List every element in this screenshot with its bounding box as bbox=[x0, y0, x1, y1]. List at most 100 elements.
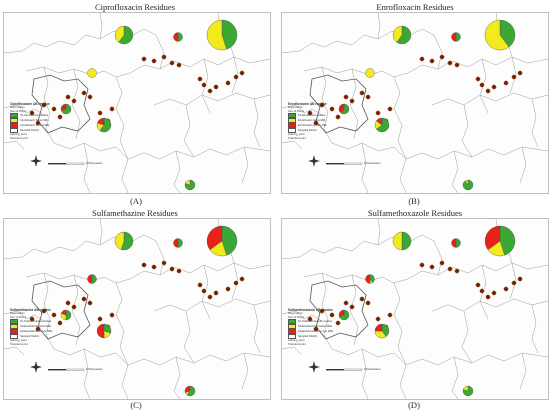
legend-item-label: Sulfamethazine below MRL bbox=[20, 325, 52, 329]
panel-a-title: Ciprofloxacin Residues bbox=[94, 2, 176, 12]
legend-subheading: Total demo pint bbox=[288, 342, 306, 346]
map-legend: Sulfamethazine AB residue Noyel Admin Sum … bbox=[10, 308, 53, 346]
legend-subheading: Total demo pint bbox=[10, 136, 28, 140]
legend-swatch bbox=[288, 334, 296, 340]
legend-swatch bbox=[288, 319, 296, 325]
panel-d-title: Sulfamethoxazole Residues bbox=[367, 208, 463, 218]
scale-bar bbox=[48, 368, 85, 371]
legend-swatch bbox=[10, 324, 18, 330]
scale-bar bbox=[326, 368, 363, 371]
legend-subheading: Total demo pint bbox=[288, 136, 306, 140]
legend-subheading: LatLong_point bbox=[288, 339, 305, 343]
legend-heading: Sulfamethoxazole AB residue bbox=[288, 308, 333, 312]
legend-swatch bbox=[288, 324, 296, 330]
legend-swatch bbox=[10, 319, 18, 325]
legend-item: Enrofloxacin below MRL bbox=[288, 118, 327, 124]
legend-item-label: Sampled District bbox=[20, 129, 39, 133]
scale-label: 6 Kilometers bbox=[86, 367, 103, 371]
legend-item: Sampled District bbox=[10, 334, 53, 340]
panel-d-map: Sulfamethoxazole AB residue Noyel Admin Su… bbox=[281, 218, 549, 400]
north-arrow-icon bbox=[30, 155, 42, 167]
legend-subheading: Sum of Points bbox=[10, 109, 27, 113]
legend-item: Sampled District bbox=[288, 128, 327, 134]
legend-heading: Enrofloxacine AB residue bbox=[288, 102, 327, 106]
legend-item: No Enrofloxacin residue bbox=[288, 113, 327, 119]
legend-swatch bbox=[288, 118, 296, 124]
legend-item: Sampled District bbox=[10, 128, 50, 134]
panel-c-title: Sulfamethazine Residues bbox=[92, 208, 178, 218]
legend-item: No Sulfamethoxazole residue bbox=[288, 319, 333, 325]
scale-bar bbox=[48, 162, 85, 165]
legend-subheading: Sum of Points bbox=[288, 109, 305, 113]
legend-item: Sulfamethazine at over MRL bbox=[10, 329, 53, 335]
legend-subheading: Total demo pint bbox=[10, 342, 28, 346]
panel-b-letter: (B) bbox=[408, 196, 420, 206]
legend-swatch bbox=[288, 113, 296, 119]
legend-item-label: Sampled District bbox=[298, 129, 317, 133]
legend-item-label: No Ciprofloxacin residue bbox=[20, 114, 49, 118]
legend-swatch bbox=[288, 128, 296, 134]
panel-b-title: Enrofloxacin Residues bbox=[376, 2, 454, 12]
legend-item-label: Sulfamethazine at over MRL bbox=[20, 330, 53, 334]
north-arrow-icon bbox=[308, 155, 320, 167]
legend-swatch bbox=[10, 118, 18, 124]
legend-subheading: Noyel Admin bbox=[10, 312, 25, 316]
map-svg bbox=[4, 13, 270, 193]
legend-item-label: No Sulfamethoxazole residue bbox=[298, 320, 332, 324]
legend-item: No Sulfamethazine residue bbox=[10, 319, 53, 325]
legend-swatch bbox=[10, 334, 18, 340]
legend-item-label: Enrofloxacin at over MRL bbox=[298, 124, 328, 128]
legend-item: Sulfamethoxazole below MRL bbox=[288, 324, 333, 330]
map-legend: Enrofloxacine AB residue Noyel Admin Sum o… bbox=[288, 102, 328, 140]
legend-item-label: Sulfamethoxazole at over MRL bbox=[298, 330, 334, 334]
legend-heading: Sulfamethazine AB residue bbox=[10, 308, 51, 312]
legend-subheading: LatLong_point bbox=[10, 133, 27, 137]
legend-item-label: Sampled District bbox=[20, 335, 39, 339]
legend-swatch bbox=[10, 329, 18, 335]
panel-a-map: Ciprofloxacine AB residue Noyel Admin Sum … bbox=[3, 12, 271, 194]
map-legend: Ciprofloxacine AB residue Noyel Admin Sum … bbox=[10, 102, 50, 140]
legend-item: No Ciprofloxacin residue bbox=[10, 113, 50, 119]
legend-item: Sulfamethazine below MRL bbox=[10, 324, 53, 330]
legend-subheading: LatLong_point bbox=[10, 339, 27, 343]
legend-subheading: Noyel Admin bbox=[288, 312, 303, 316]
legend-swatch bbox=[10, 113, 18, 119]
legend-item-label: No Sulfamethazine residue bbox=[20, 320, 52, 324]
legend-swatch bbox=[10, 123, 18, 129]
legend-swatch bbox=[288, 329, 296, 335]
scale-bar bbox=[326, 162, 363, 165]
map-svg bbox=[282, 219, 548, 399]
panel-a-letter: (A) bbox=[130, 196, 142, 206]
legend-subheading: LatLong_point bbox=[288, 133, 305, 137]
legend-item: Ciprofloxacin below MRL bbox=[10, 118, 50, 124]
panel-d-letter: (D) bbox=[408, 400, 420, 410]
legend-item: Enrofloxacin at over MRL bbox=[288, 123, 328, 129]
panel-b-map: Enrofloxacine AB residue Noyel Admin Sum o… bbox=[281, 12, 549, 194]
legend-subheading: Noyel Admin bbox=[288, 106, 303, 110]
legend-subheading: Noyel Admin bbox=[10, 106, 25, 110]
map-legend: Sulfamethoxazole AB residue Noyel Admin Su… bbox=[288, 308, 334, 346]
panel-c-map: Sulfamethazine AB residue Noyel Admin Sum … bbox=[3, 218, 271, 400]
legend-item: Sulfamethoxazole at over MRL bbox=[288, 329, 334, 335]
sampled-district-outline bbox=[309, 74, 369, 134]
scale-label: 6 Kilometers bbox=[364, 161, 381, 165]
legend-item-label: Sampled District bbox=[298, 335, 317, 339]
legend-item-label: No Enrofloxacin residue bbox=[298, 114, 326, 118]
scale-label: 6 Kilometers bbox=[86, 161, 103, 165]
legend-swatch bbox=[288, 123, 296, 129]
legend-subheading: Sum of Points bbox=[288, 315, 305, 319]
legend-item: Sampled District bbox=[288, 334, 333, 340]
legend-item-label: Enrofloxacin below MRL bbox=[298, 119, 326, 123]
legend-item-label: Ciprofloxacin at over MRL bbox=[20, 124, 50, 128]
legend-item-label: Sulfamethoxazole below MRL bbox=[298, 325, 333, 329]
north-arrow-icon bbox=[308, 361, 320, 373]
map-svg bbox=[282, 13, 548, 193]
legend-heading: Ciprofloxacine AB residue bbox=[10, 102, 50, 106]
map-svg bbox=[4, 219, 270, 399]
panel-c-letter: (C) bbox=[130, 400, 142, 410]
sampled-district-outline bbox=[31, 74, 91, 134]
legend-item: Ciprofloxacin at over MRL bbox=[10, 123, 50, 129]
legend-item-label: Ciprofloxacin below MRL bbox=[20, 119, 49, 123]
sampled-district-outline bbox=[309, 280, 369, 340]
scale-label: 6 Kilometers bbox=[364, 367, 381, 371]
